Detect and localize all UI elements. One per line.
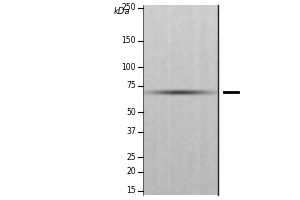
Text: 250: 250 [122, 3, 136, 12]
Text: 15: 15 [126, 186, 136, 195]
Text: 20: 20 [126, 167, 136, 176]
Text: 37: 37 [126, 127, 136, 136]
Text: kDa: kDa [113, 7, 130, 16]
Text: 25: 25 [126, 153, 136, 162]
Text: 50: 50 [126, 108, 136, 117]
Text: 100: 100 [122, 63, 136, 72]
Text: 75: 75 [126, 81, 136, 90]
Text: 150: 150 [122, 36, 136, 45]
